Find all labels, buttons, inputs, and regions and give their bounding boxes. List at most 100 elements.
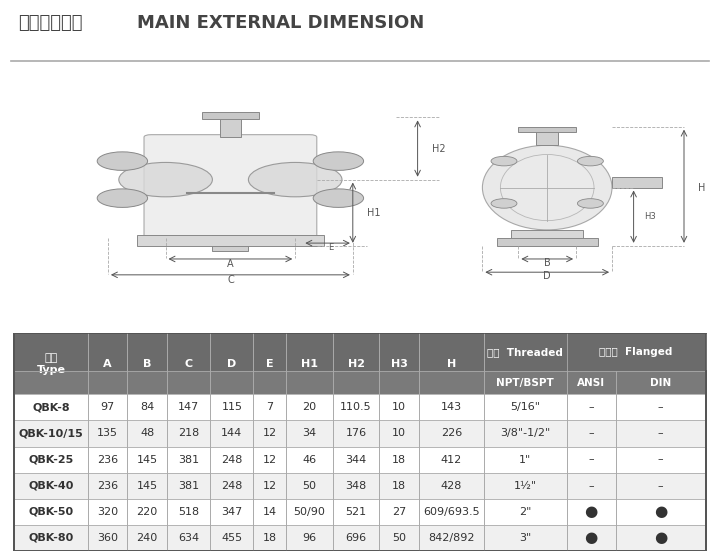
Text: C: C [227,275,234,285]
Text: H3: H3 [391,359,408,369]
Text: 381: 381 [178,480,199,491]
Bar [379,371,419,395]
Text: 螺纹  Threaded: 螺纹 Threaded [487,347,563,358]
Bar [484,371,567,395]
Text: 220: 220 [137,507,158,517]
Bar [511,230,583,240]
Text: H2: H2 [348,359,364,369]
Text: 10: 10 [392,429,406,439]
Circle shape [119,163,212,197]
Text: 320: 320 [97,507,118,517]
Text: NPT/BSPT: NPT/BSPT [496,378,554,388]
Text: 2": 2" [519,507,531,517]
Text: H1: H1 [367,208,381,218]
Bar [286,333,333,371]
Bar [14,499,706,525]
Text: –: – [588,402,594,412]
FancyBboxPatch shape [144,134,317,240]
Text: 143: 143 [441,402,462,412]
Text: 240: 240 [137,533,158,543]
Text: H3: H3 [644,212,656,221]
Text: 1": 1" [519,455,531,464]
Text: H: H [447,359,456,369]
Bar [14,525,706,551]
Text: 48: 48 [140,429,154,439]
Bar [88,333,127,371]
Text: 110.5: 110.5 [341,402,372,412]
Text: 7: 7 [266,402,273,412]
Bar [612,177,662,187]
Text: ●: ● [585,504,598,520]
Bar [484,333,567,371]
Bar [497,238,598,246]
Text: 609/693.5: 609/693.5 [423,507,480,517]
Text: 型号
Type: 型号 Type [37,353,66,375]
Text: 27: 27 [392,507,406,517]
Text: QBK-8: QBK-8 [32,402,70,412]
Text: 236: 236 [97,480,118,491]
Text: 34: 34 [302,429,316,439]
Bar [286,371,333,395]
Text: 236: 236 [97,455,118,464]
Text: 842/892: 842/892 [428,533,474,543]
Circle shape [491,199,517,208]
Text: QBK-25: QBK-25 [29,455,73,464]
Bar [210,371,253,395]
Text: 248: 248 [221,480,243,491]
Text: –: – [658,480,663,491]
Text: 381: 381 [178,455,199,464]
Text: ANSI: ANSI [577,378,606,388]
Circle shape [577,199,603,208]
Bar [167,371,210,395]
Text: 226: 226 [441,429,462,439]
Bar [253,371,286,395]
Bar [567,371,616,395]
Text: QBK-80: QBK-80 [29,533,73,543]
Bar [14,371,88,395]
Text: 84: 84 [140,402,154,412]
Text: –: – [588,455,594,464]
Bar [333,333,379,371]
Text: 344: 344 [346,455,366,464]
Text: –: – [588,429,594,439]
Text: MAIN EXTERNAL DIMENSION: MAIN EXTERNAL DIMENSION [137,14,424,32]
Bar [419,333,484,371]
Text: A: A [227,259,234,269]
Text: 115: 115 [221,402,243,412]
Text: E: E [266,359,274,369]
Text: A: A [104,359,112,369]
Circle shape [313,152,364,170]
Text: H1: H1 [301,359,318,369]
Text: H: H [698,182,706,192]
Bar [220,116,241,137]
Text: ●: ● [585,531,598,545]
Text: 347: 347 [221,507,243,517]
Text: 144: 144 [221,429,243,439]
Text: 18: 18 [392,455,406,464]
Text: 218: 218 [178,429,199,439]
Text: 主要外型尺寸: 主要外型尺寸 [18,14,83,32]
Text: B: B [544,257,551,268]
Circle shape [313,189,364,207]
Circle shape [577,156,603,166]
Text: H2: H2 [432,144,446,154]
Text: 18: 18 [263,533,276,543]
Text: 518: 518 [178,507,199,517]
Text: 696: 696 [346,533,366,543]
Text: –: – [658,429,663,439]
Text: 147: 147 [178,402,199,412]
Text: 12: 12 [263,480,276,491]
Bar [14,395,706,420]
Ellipse shape [500,154,594,220]
Bar [210,333,253,371]
Text: 14: 14 [263,507,276,517]
Bar [212,235,248,251]
Bar [14,420,706,446]
Text: 412: 412 [441,455,462,464]
Bar [616,333,706,371]
Text: 135: 135 [97,429,118,439]
Text: 1½": 1½" [513,480,537,491]
Bar [167,333,210,371]
Text: 46: 46 [302,455,316,464]
Bar [88,371,127,395]
